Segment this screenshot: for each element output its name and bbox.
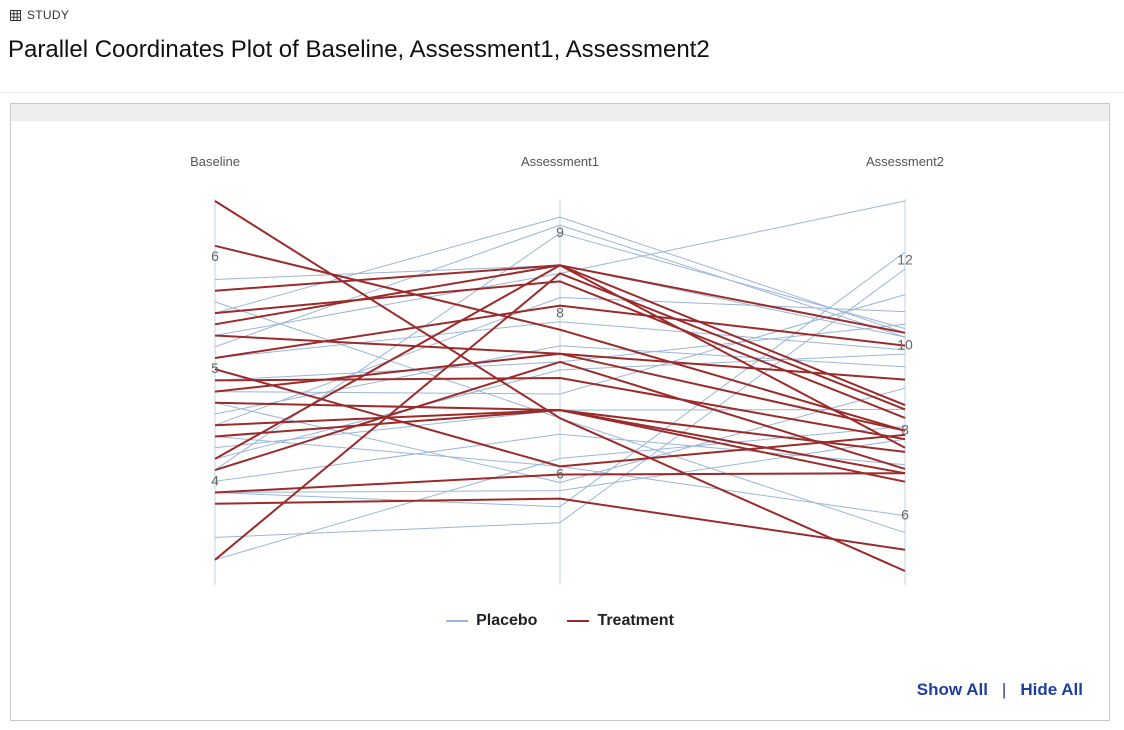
treatment-line-4[interactable] [214, 280, 906, 419]
tick-label-assessment2-10: 10 [897, 337, 913, 353]
legend-item-treatment[interactable]: Treatment [567, 612, 674, 630]
treatment-line-16[interactable] [214, 272, 906, 561]
parallel-coordinates-chart: Baseline Assessment1 Assessment2 4 5 6 6 8 9 6 8 10… [190, 154, 944, 585]
divider [0, 92, 1124, 93]
treatment-line-13[interactable] [214, 360, 906, 472]
placebo-line-6[interactable] [214, 294, 906, 395]
treatment-line-17[interactable] [214, 368, 906, 468]
placebo-line-9[interactable] [214, 297, 906, 426]
tick-label-assessment1-8: 8 [556, 305, 564, 321]
treatment-line-15[interactable] [214, 497, 906, 551]
hide-all-link[interactable]: Hide All [1020, 680, 1083, 699]
placebo-line-16[interactable] [214, 268, 906, 538]
treatment-line-9[interactable] [214, 352, 906, 432]
chart-legend: Placebo Treatment [11, 612, 1109, 630]
placebo-line-14[interactable] [214, 433, 906, 482]
tick-label-baseline-4: 4 [211, 472, 219, 488]
link-separator: | [1001, 680, 1007, 699]
show-all-link[interactable]: Show All [916, 680, 988, 699]
breadcrumb-label: STUDY [27, 8, 70, 22]
tick-label-assessment1-9: 9 [556, 224, 564, 240]
tick-label-assessment2-6: 6 [901, 507, 909, 523]
tick-label-assessment2-12: 12 [897, 252, 913, 268]
tick-label-assessment1-6: 6 [556, 465, 564, 481]
legend-label-placebo: Placebo [476, 612, 538, 629]
axis-label-baseline: Baseline [190, 154, 240, 169]
placebo-line-20[interactable] [214, 251, 906, 508]
axis-label-assessment2: Assessment2 [866, 154, 944, 169]
treatment-line-18[interactable] [214, 409, 906, 475]
breadcrumb: STUDY [10, 8, 69, 22]
page-title: Parallel Coordinates Plot of Baseline, A… [8, 36, 710, 63]
treatment-line-14[interactable] [214, 472, 906, 494]
legend-item-placebo[interactable]: Placebo [446, 612, 537, 630]
treatment-line-7[interactable] [214, 304, 906, 359]
legend-swatch-placebo [446, 620, 469, 622]
treatment-line-2[interactable] [214, 244, 906, 432]
placebo-line-19[interactable] [214, 224, 906, 348]
legend-swatch-treatment [567, 620, 590, 622]
tick-label-baseline-5: 5 [211, 360, 219, 376]
visibility-links: Show All | Hide All [917, 680, 1083, 700]
panel-header-bar [11, 104, 1109, 121]
table-grid-icon [10, 9, 21, 21]
placebo-line-2[interactable] [214, 216, 906, 334]
tick-label-baseline-6: 6 [211, 248, 219, 264]
chart-panel: Baseline Assessment1 Assessment2 4 5 6 6 8 9 6 8 10… [10, 103, 1110, 721]
axis-label-assessment1: Assessment1 [521, 154, 599, 169]
legend-label-treatment: Treatment [597, 612, 674, 629]
placebo-line-4[interactable] [214, 321, 906, 359]
placebo-line-15[interactable] [214, 438, 906, 493]
tick-label-assessment2-8: 8 [901, 422, 909, 438]
treatment-line-12[interactable] [214, 264, 906, 460]
placebo-line-13[interactable] [214, 232, 906, 471]
